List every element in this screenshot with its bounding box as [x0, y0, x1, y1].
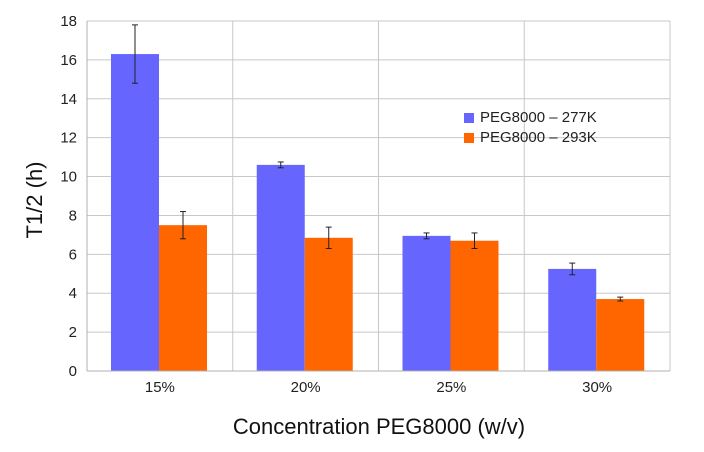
x-tick-label: 20%	[291, 379, 321, 396]
bar-series-2-30%	[596, 299, 645, 371]
bar-series-2-15%	[159, 225, 207, 371]
y-tick-label: 16	[60, 52, 77, 69]
legend-label-series-1: PEG8000 – 277K	[480, 109, 597, 126]
y-tick-label: 2	[69, 324, 77, 341]
x-tick-label: 15%	[145, 379, 175, 396]
x-axis-title: Concentration PEG8000 (w/v)	[233, 414, 525, 439]
legend-swatch-series-2	[464, 133, 474, 143]
legend-swatch-series-1	[464, 113, 474, 123]
y-tick-label: 8	[69, 207, 77, 224]
bar-series-2-20%	[304, 237, 353, 371]
x-tick-labels: 15% 20% 25% 30%	[145, 379, 612, 396]
legend: PEG8000 – 277K PEG8000 – 293K	[464, 109, 597, 146]
x-tick-label: 25%	[436, 379, 466, 396]
bar-series-1-20%	[256, 164, 305, 371]
y-tick-label: 0	[69, 363, 77, 380]
x-tick-label: 30%	[582, 379, 612, 396]
bar-series-1-25%	[402, 235, 451, 371]
y-tick-label: 10	[60, 169, 77, 186]
bars	[111, 54, 645, 372]
y-tick-label: 6	[69, 246, 77, 263]
bar-series-1-15%	[111, 54, 159, 372]
grid-lines	[87, 20, 671, 372]
legend-label-series-2: PEG8000 – 293K	[480, 129, 597, 146]
y-axis-title: T1/2 (h)	[22, 161, 47, 238]
y-tick-label: 18	[60, 13, 77, 30]
bar-series-2-25%	[450, 240, 499, 371]
y-tick-label: 12	[60, 130, 77, 147]
bar-series-1-30%	[548, 268, 597, 371]
y-tick-label: 14	[60, 91, 77, 108]
y-tick-labels: 0 2 4 6 8 10 12 14 16 18	[60, 13, 77, 380]
error-bars	[132, 24, 624, 302]
y-tick-label: 4	[69, 285, 77, 302]
axes	[86, 21, 670, 372]
